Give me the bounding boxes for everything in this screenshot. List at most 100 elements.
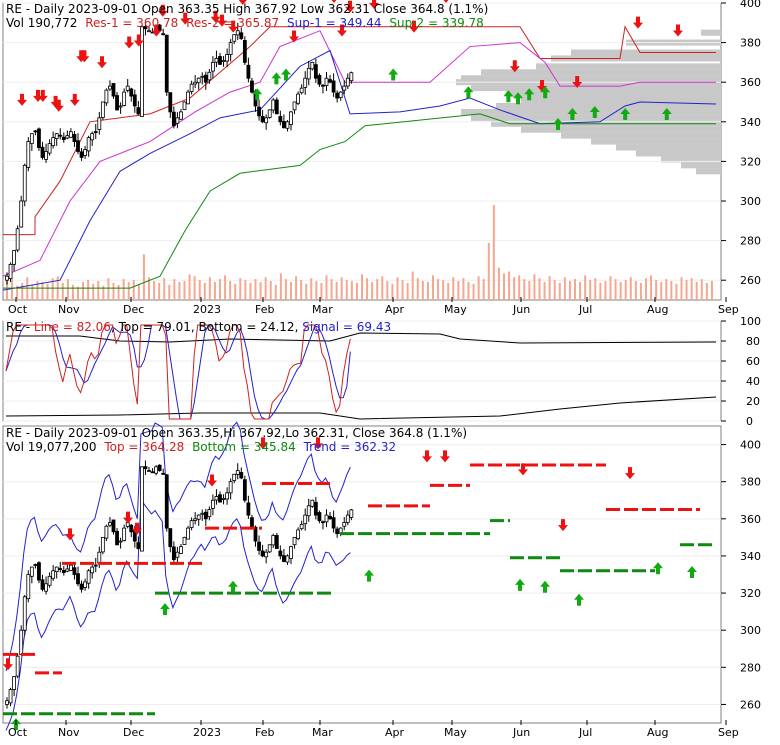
candle-body	[115, 95, 119, 111]
candle-body	[342, 85, 347, 91]
candle-body	[22, 164, 27, 202]
volume-bar	[452, 277, 455, 300]
x-tick-label: Sep	[718, 726, 739, 739]
candle-body	[104, 89, 109, 104]
candle-body	[196, 514, 201, 520]
candle-body	[79, 583, 84, 590]
candle-body	[250, 80, 254, 93]
x-tick-label: Aug	[647, 303, 668, 316]
volume-bar	[92, 283, 95, 300]
candle-body	[221, 497, 226, 500]
volume-bar	[437, 279, 440, 300]
candle-body	[147, 30, 151, 33]
y-tick-label: 400	[740, 439, 761, 452]
candle-body	[239, 32, 244, 40]
volume-bar	[142, 254, 145, 300]
candle-body	[19, 629, 24, 656]
volume-bar	[482, 279, 485, 300]
x-tick-label: Nov	[58, 726, 80, 739]
volume-bar	[594, 278, 597, 300]
volume-bar	[51, 278, 54, 300]
candle-body	[264, 117, 269, 124]
volume-bar	[421, 281, 424, 300]
sell-arrow	[422, 450, 432, 463]
sell-arrow	[79, 50, 90, 63]
candle-body	[118, 540, 123, 543]
volume-bars	[6, 205, 713, 300]
buy-arrow	[160, 603, 170, 616]
volume-bar	[163, 278, 166, 300]
y-tick-label: 20	[746, 395, 760, 408]
trend-header: RE - Daily 2023-09-01 Open 363.35,Hi 367…	[6, 426, 467, 440]
osc-signal-line	[5, 324, 351, 420]
candle-body	[37, 128, 41, 148]
sell-arrow	[65, 528, 75, 541]
x-tick-label: Jun	[512, 303, 530, 316]
candle-body	[210, 62, 215, 72]
buy-arrow	[228, 580, 238, 593]
volume-bar	[122, 279, 125, 300]
res1-label: Res-1 = 360.78	[85, 16, 178, 30]
candle-body	[235, 470, 240, 475]
sell-arrow	[337, 24, 347, 37]
sell-arrow	[180, 12, 191, 25]
candle-body	[214, 58, 219, 63]
candle-body	[139, 466, 144, 552]
sell-arrow	[509, 60, 520, 73]
candle-body	[93, 564, 98, 567]
candle-body	[321, 521, 325, 524]
candle-body	[76, 140, 80, 152]
candle-body	[338, 91, 343, 99]
volume-bar	[442, 280, 445, 300]
volume-bar	[381, 276, 384, 300]
volume-bar	[508, 271, 511, 300]
candle-body	[147, 470, 151, 472]
y-tick-label: 400	[740, 0, 761, 10]
volume-bar	[492, 205, 495, 300]
volume-bar	[614, 279, 617, 300]
candle-body	[15, 655, 20, 677]
y-tick-label: 360	[740, 76, 761, 89]
volume-bar	[690, 278, 693, 300]
buy-arrow	[653, 562, 663, 575]
volume-bar	[604, 281, 607, 300]
buy-arrow	[540, 580, 550, 593]
candle-body	[328, 515, 332, 520]
volume-bar	[310, 278, 313, 300]
candle-body	[111, 83, 116, 97]
trend-grid	[3, 444, 721, 705]
sell-arrow	[228, 20, 239, 33]
volume-bar	[350, 281, 353, 300]
candle-body	[8, 263, 13, 279]
candle-body	[310, 499, 315, 507]
sell-arrow	[53, 99, 64, 112]
volume-bar	[650, 275, 653, 300]
sell-arrow	[132, 522, 142, 535]
y-tick-label: 380	[740, 37, 761, 50]
volume-bar	[148, 277, 150, 300]
candle-body	[207, 71, 212, 81]
candle-body	[296, 93, 301, 104]
y-tick-label: 380	[740, 476, 761, 489]
candle-body	[324, 514, 329, 523]
volume-bar	[36, 281, 39, 300]
volume-bar	[665, 279, 668, 300]
sell-arrow	[369, 0, 379, 9]
volume-bar	[680, 277, 683, 300]
candle-body	[303, 514, 308, 525]
candle-body	[125, 85, 130, 91]
buy-arrow	[687, 565, 697, 578]
candle-body	[61, 570, 66, 574]
sup1-label: Sup-1 = 349.44	[287, 16, 381, 30]
volume-bar	[264, 277, 267, 300]
candle-body	[349, 509, 354, 518]
volume-bar	[619, 281, 622, 300]
volume-bar	[645, 278, 647, 300]
volume-bar	[533, 274, 536, 300]
candle-body	[86, 137, 91, 152]
buy-arrow	[567, 108, 578, 121]
candle-body	[345, 77, 350, 87]
candle-body	[122, 91, 127, 106]
candle-body	[33, 564, 38, 566]
candle-body	[257, 106, 261, 117]
